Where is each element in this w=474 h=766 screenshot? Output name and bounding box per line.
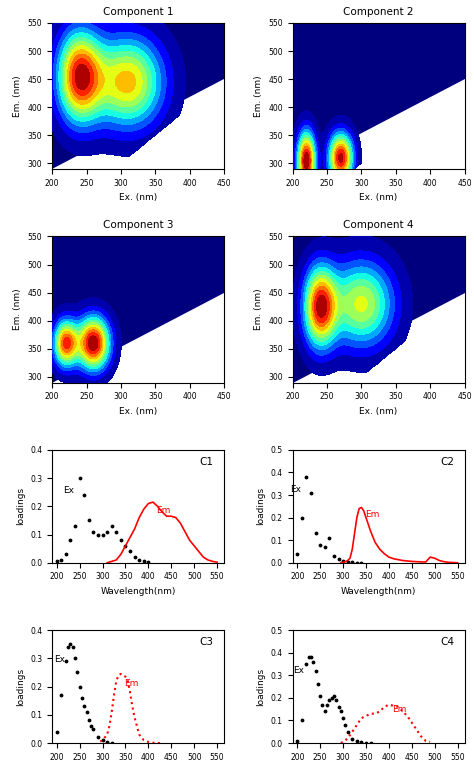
Text: Ex: Ex xyxy=(64,486,74,496)
X-axis label: Ex. (nm): Ex. (nm) xyxy=(359,193,398,202)
Y-axis label: Em. (nm): Em. (nm) xyxy=(254,75,263,117)
Text: Ex: Ex xyxy=(293,666,304,675)
Text: Em: Em xyxy=(365,510,380,519)
X-axis label: Ex. (nm): Ex. (nm) xyxy=(119,407,157,416)
Text: Em: Em xyxy=(156,506,171,515)
Polygon shape xyxy=(292,79,465,169)
Title: Component 4: Component 4 xyxy=(343,220,414,230)
Polygon shape xyxy=(292,293,465,382)
Title: Component 2: Component 2 xyxy=(343,7,414,17)
Y-axis label: Em. (nm): Em. (nm) xyxy=(13,289,22,330)
X-axis label: Wavelength(nm): Wavelength(nm) xyxy=(100,587,176,596)
X-axis label: Ex. (nm): Ex. (nm) xyxy=(119,193,157,202)
Text: C3: C3 xyxy=(200,637,214,647)
Text: Em: Em xyxy=(392,705,407,714)
Text: C1: C1 xyxy=(200,457,214,466)
Text: C4: C4 xyxy=(440,637,454,647)
Text: Em: Em xyxy=(125,679,139,689)
Text: Ex: Ex xyxy=(291,486,301,494)
X-axis label: Ex. (nm): Ex. (nm) xyxy=(359,407,398,416)
Y-axis label: Em. (nm): Em. (nm) xyxy=(254,289,263,330)
Polygon shape xyxy=(52,293,224,382)
Text: C2: C2 xyxy=(440,457,454,466)
Y-axis label: loadings: loadings xyxy=(16,487,25,525)
Title: Component 3: Component 3 xyxy=(103,220,173,230)
Title: Component 1: Component 1 xyxy=(103,7,173,17)
Y-axis label: loadings: loadings xyxy=(16,667,25,705)
Text: Ex: Ex xyxy=(55,655,65,664)
Y-axis label: Em. (nm): Em. (nm) xyxy=(13,75,22,117)
Y-axis label: loadings: loadings xyxy=(256,667,265,705)
X-axis label: Wavelength(nm): Wavelength(nm) xyxy=(341,587,416,596)
Y-axis label: loadings: loadings xyxy=(256,487,265,525)
Polygon shape xyxy=(52,79,224,169)
